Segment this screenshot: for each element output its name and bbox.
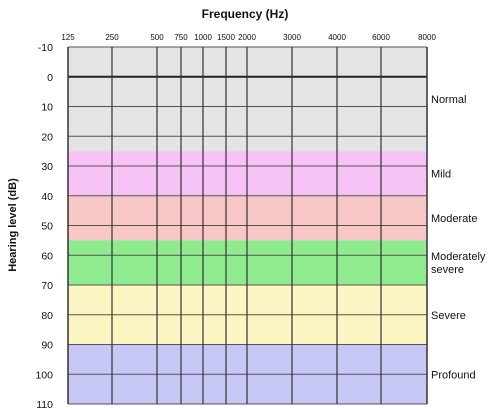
x-tick-label: 6000 <box>372 33 390 42</box>
x-tick-label: 750 <box>174 33 188 42</box>
y-tick-label: 30 <box>41 161 53 173</box>
band-labels: Normal Mild Moderate Moderately severe Severe… <box>431 94 486 381</box>
y-tick-label: 110 <box>36 399 53 408</box>
band-label: Moderately severe <box>431 251 486 276</box>
y-tick-label: 50 <box>41 221 53 233</box>
y-tick-label: 80 <box>41 310 53 322</box>
x-tick-label: 125 <box>61 33 75 42</box>
x-tick-label: 500 <box>150 33 164 42</box>
y-tick-label: 40 <box>41 191 53 203</box>
band-label: Severe <box>431 310 466 322</box>
x-tick-label: 8000 <box>418 33 436 42</box>
y-tick-label: 90 <box>41 340 53 352</box>
y-tick-label: 100 <box>35 369 53 381</box>
y-tick-label: -10 <box>38 42 53 54</box>
chart-title: Frequency (Hz) <box>202 7 289 21</box>
x-tick-label: 250 <box>105 33 119 42</box>
y-axis-label: Hearing level (dB) <box>7 178 19 272</box>
band-label: Moderate <box>431 213 477 225</box>
frequency-tick-labels: 125 250 500 750 1000 1500 2000 3000 4000 6000 8000 <box>61 33 436 42</box>
x-tick-label: 1000 <box>194 33 212 42</box>
y-tick-label: 60 <box>41 250 53 262</box>
x-tick-label: 2000 <box>238 33 256 42</box>
y-tick-label: 0 <box>47 72 53 84</box>
y-tick-label: 10 <box>41 102 53 114</box>
x-tick-label: 1500 <box>217 33 235 42</box>
y-tick-label: 70 <box>41 280 53 292</box>
x-tick-label: 3000 <box>283 33 301 42</box>
hearing-level-tick-labels: -10 0 10 20 30 40 50 60 70 80 90 100 110 <box>35 42 53 408</box>
band-label: Normal <box>431 94 466 106</box>
band-label: Profound <box>431 369 476 381</box>
x-tick-label: 4000 <box>328 33 346 42</box>
y-tick-label: 20 <box>41 131 53 143</box>
band-label: Mild <box>431 168 451 180</box>
grid-lines <box>67 46 428 405</box>
